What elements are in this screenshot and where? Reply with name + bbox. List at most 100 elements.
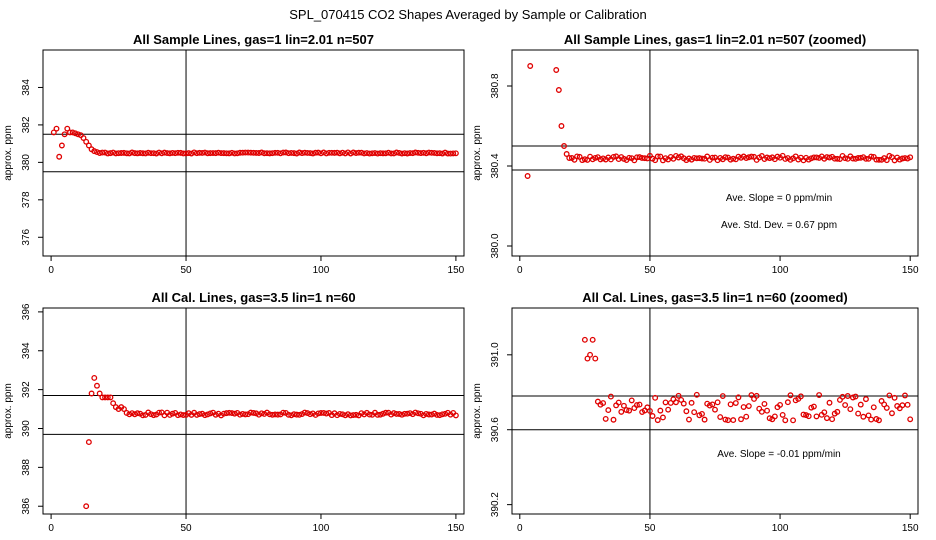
data-point bbox=[654, 153, 661, 160]
data-point bbox=[301, 149, 308, 156]
data-point bbox=[291, 411, 297, 418]
plot-frame bbox=[511, 307, 919, 515]
data-point bbox=[72, 130, 79, 137]
data-point bbox=[860, 413, 867, 420]
data-point bbox=[277, 150, 284, 157]
chart-panel-3: All Cal. Lines, gas=3.5 lin=1 n=60 0 50 100… bbox=[3, 290, 465, 534]
data-point bbox=[862, 155, 869, 162]
y-axis-label: approx. ppm bbox=[472, 383, 483, 439]
data-point bbox=[377, 411, 384, 418]
data-point bbox=[145, 149, 152, 156]
data-point bbox=[320, 410, 327, 416]
data-point bbox=[361, 150, 368, 157]
data-point bbox=[553, 67, 560, 73]
data-point bbox=[215, 149, 222, 156]
data-point bbox=[339, 149, 346, 156]
data-point bbox=[223, 150, 230, 157]
data-point bbox=[296, 149, 303, 156]
data-point bbox=[722, 416, 729, 423]
y-tick-label: 380.0 bbox=[490, 233, 501, 258]
data-point bbox=[555, 87, 562, 93]
data-point bbox=[709, 154, 716, 161]
y-tick-label: 382 bbox=[21, 116, 32, 133]
data-point bbox=[675, 392, 682, 399]
data-point bbox=[245, 149, 252, 156]
data-point bbox=[844, 393, 851, 399]
data-point bbox=[605, 407, 612, 414]
data-point bbox=[247, 149, 254, 156]
data-point bbox=[628, 397, 635, 404]
data-point bbox=[269, 150, 276, 157]
data-point bbox=[304, 150, 311, 156]
y-tick-label: 380.4 bbox=[490, 153, 501, 178]
data-point bbox=[779, 411, 786, 418]
data-point bbox=[301, 409, 308, 416]
x-tick-label: 100 bbox=[772, 265, 789, 276]
data-point bbox=[688, 399, 695, 406]
data-point bbox=[342, 412, 349, 419]
data-point bbox=[649, 413, 656, 419]
data-point bbox=[626, 154, 633, 161]
data-point bbox=[237, 411, 243, 418]
figure-title: SPL_070415 CO2 Shapes Averaged by Sample… bbox=[289, 7, 647, 22]
data-point bbox=[800, 411, 807, 418]
data-point bbox=[790, 417, 797, 424]
data-point bbox=[234, 150, 241, 157]
data-point bbox=[272, 411, 279, 418]
data-point bbox=[350, 149, 357, 156]
data-point bbox=[813, 413, 820, 420]
data-point bbox=[852, 155, 859, 162]
data-point bbox=[693, 391, 700, 398]
data-point bbox=[258, 410, 265, 417]
y-tick-label: 376 bbox=[21, 228, 32, 245]
data-point bbox=[805, 413, 812, 420]
data-point bbox=[231, 410, 238, 417]
data-point bbox=[633, 402, 640, 409]
data-point bbox=[855, 410, 862, 417]
data-point bbox=[185, 150, 192, 157]
data-point bbox=[134, 150, 141, 157]
data-point bbox=[293, 150, 300, 157]
data-point bbox=[85, 439, 92, 446]
data-point bbox=[188, 150, 195, 157]
data-point bbox=[615, 399, 622, 406]
data-point bbox=[868, 416, 875, 423]
data-point bbox=[709, 401, 716, 408]
data-point bbox=[264, 150, 270, 157]
data-point bbox=[94, 149, 100, 156]
data-point bbox=[285, 150, 292, 157]
data-point bbox=[131, 150, 138, 157]
data-point bbox=[592, 355, 599, 362]
data-point bbox=[118, 150, 125, 156]
data-point bbox=[96, 390, 103, 397]
data-point bbox=[102, 394, 109, 401]
data-point bbox=[436, 150, 443, 157]
data-point bbox=[91, 375, 98, 381]
data-point bbox=[563, 151, 570, 157]
data-point bbox=[201, 412, 208, 419]
data-point bbox=[94, 382, 100, 389]
data-point bbox=[442, 410, 449, 417]
data-point bbox=[444, 150, 451, 157]
data-point bbox=[646, 407, 653, 414]
data-point bbox=[164, 150, 171, 157]
data-point bbox=[680, 400, 687, 407]
data-point bbox=[280, 149, 287, 156]
data-point bbox=[712, 406, 718, 413]
data-point bbox=[53, 125, 60, 132]
data-point bbox=[226, 409, 233, 416]
data-point bbox=[282, 149, 289, 156]
data-point bbox=[865, 412, 872, 419]
data-point bbox=[401, 150, 408, 157]
data-point bbox=[355, 149, 362, 156]
data-point bbox=[380, 410, 386, 417]
data-point bbox=[342, 150, 349, 157]
data-point bbox=[388, 150, 395, 157]
data-point bbox=[686, 416, 692, 423]
panels: All Sample Lines, gas=1 lin=2.01 n=507 0 5… bbox=[3, 32, 919, 534]
data-point bbox=[139, 412, 146, 419]
data-point bbox=[447, 150, 454, 157]
y-tick-label: 378 bbox=[21, 191, 32, 208]
data-point bbox=[212, 411, 219, 418]
data-point bbox=[380, 150, 386, 157]
